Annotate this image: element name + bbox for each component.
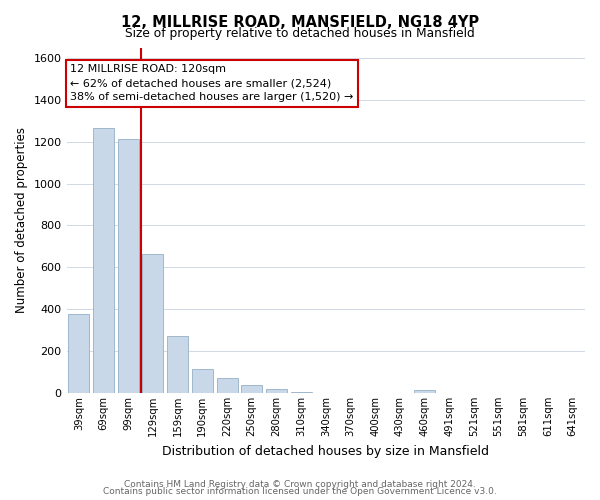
Bar: [93, 128, 114, 393]
Text: 12, MILLRISE ROAD, MANSFIELD, NG18 4YP: 12, MILLRISE ROAD, MANSFIELD, NG18 4YP: [121, 15, 479, 30]
Bar: [414, 390, 435, 393]
Y-axis label: Number of detached properties: Number of detached properties: [15, 128, 28, 314]
Text: Size of property relative to detached houses in Mansfield: Size of property relative to detached ho…: [125, 28, 475, 40]
Text: 12 MILLRISE ROAD: 120sqm
← 62% of detached houses are smaller (2,524)
38% of sem: 12 MILLRISE ROAD: 120sqm ← 62% of detach…: [70, 64, 353, 102]
Bar: [167, 336, 188, 393]
Bar: [118, 138, 139, 393]
Bar: [241, 386, 262, 393]
Bar: [68, 314, 89, 393]
Bar: [266, 389, 287, 393]
Bar: [142, 254, 163, 393]
Text: Contains HM Land Registry data © Crown copyright and database right 2024.: Contains HM Land Registry data © Crown c…: [124, 480, 476, 489]
Bar: [290, 392, 311, 393]
Bar: [217, 378, 238, 393]
Bar: [192, 369, 213, 393]
X-axis label: Distribution of detached houses by size in Mansfield: Distribution of detached houses by size …: [162, 444, 489, 458]
Text: Contains public sector information licensed under the Open Government Licence v3: Contains public sector information licen…: [103, 488, 497, 496]
